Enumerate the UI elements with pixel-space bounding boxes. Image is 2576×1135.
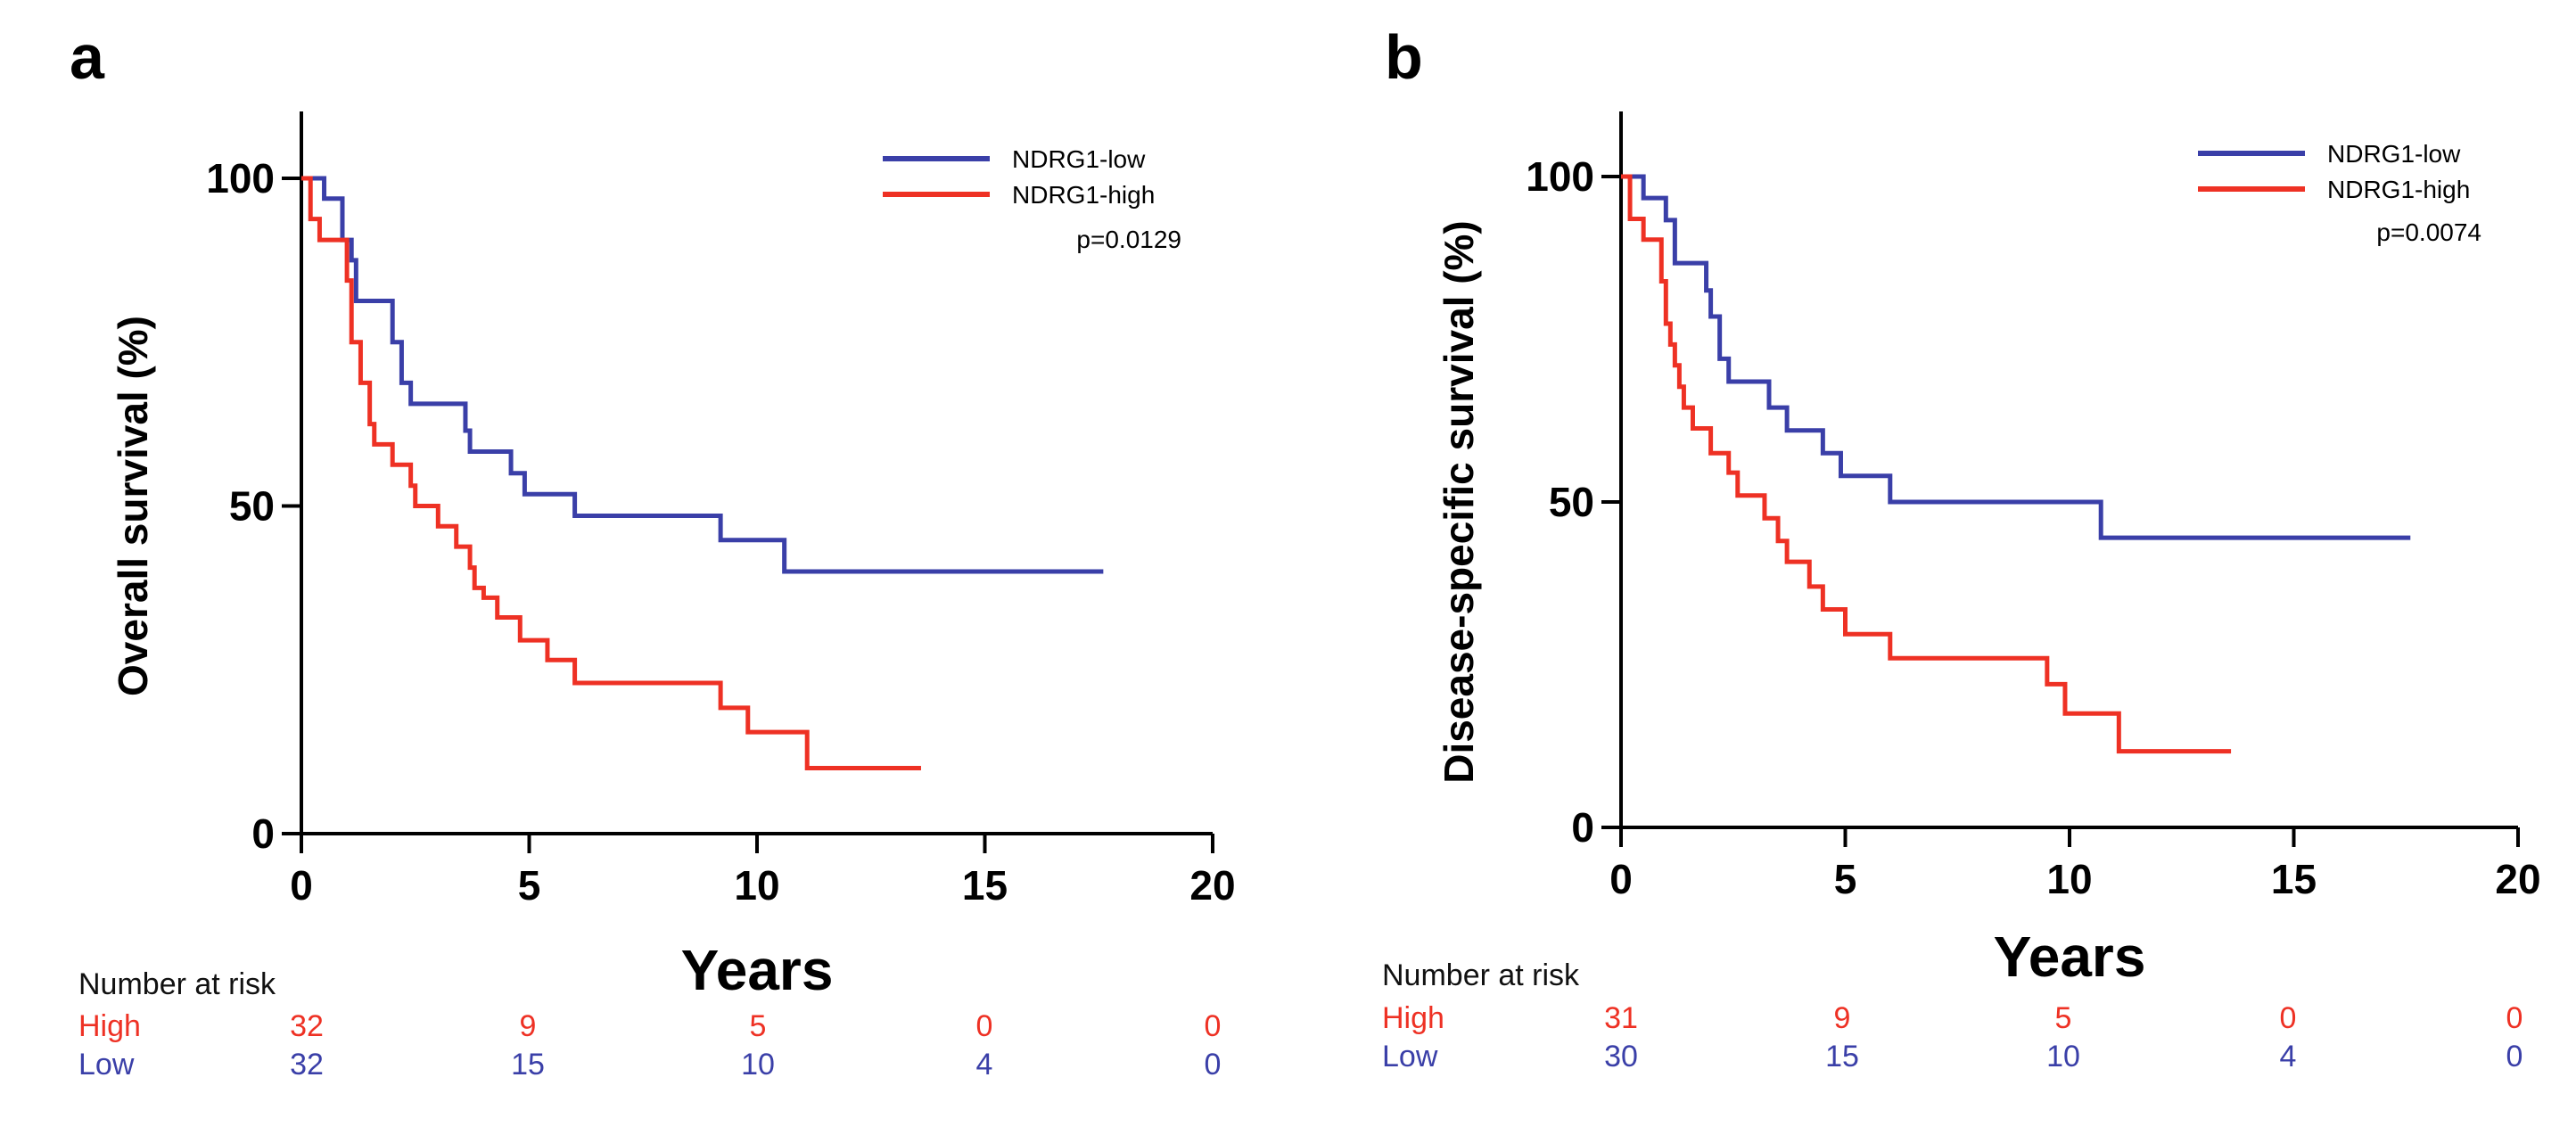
legend-label: NDRG1-high	[2327, 176, 2470, 203]
risk-value: 10	[741, 1048, 775, 1082]
y-tick-label: 0	[1571, 804, 1594, 851]
x-tick-label: 10	[734, 862, 779, 909]
risk-value: 5	[2055, 1001, 2072, 1035]
x-axis-label: Years	[681, 938, 834, 1002]
risk-value: 0	[976, 1009, 993, 1043]
risk-row-label: High	[78, 1009, 141, 1043]
x-tick-label: 5	[1834, 856, 1857, 902]
risk-value: 9	[520, 1009, 537, 1043]
x-tick-label: 20	[2495, 856, 2540, 902]
risk-value: 9	[1834, 1001, 1851, 1035]
x-tick-label: 15	[2271, 856, 2317, 902]
risk-table-title: Number at risk	[1382, 958, 1580, 992]
survival-curve-ndrg1-low	[301, 176, 1104, 574]
survival-curve-ndrg1-high	[301, 176, 921, 770]
risk-row-label: High	[1382, 1001, 1444, 1035]
risk-row-label: Low	[1382, 1040, 1438, 1073]
x-tick-label: 0	[1609, 856, 1633, 902]
risk-value: 15	[511, 1048, 545, 1082]
risk-value: 10	[2046, 1040, 2080, 1073]
x-tick-label: 0	[290, 862, 313, 909]
y-tick-label: 100	[206, 155, 275, 202]
risk-value: 32	[290, 1009, 324, 1043]
risk-value: 0	[2506, 1040, 2523, 1073]
x-tick-label: 20	[1189, 862, 1235, 909]
risk-value: 31	[1604, 1001, 1638, 1035]
x-tick-label: 15	[962, 862, 1008, 909]
survival-curve-ndrg1-high	[1621, 174, 2232, 754]
p-value: p=0.0129	[1076, 226, 1181, 253]
y-tick-label: 50	[229, 483, 275, 530]
risk-value: 0	[1205, 1048, 1222, 1082]
risk-value: 0	[1205, 1009, 1222, 1043]
risk-table-title: Number at risk	[78, 967, 276, 1001]
p-value: p=0.0074	[2376, 218, 2481, 246]
risk-value: 0	[2506, 1001, 2523, 1035]
legend-label: NDRG1-low	[1012, 145, 1146, 173]
panel-letter: a	[70, 22, 105, 92]
risk-value: 0	[2280, 1001, 2297, 1035]
x-axis-label: Years	[1994, 925, 2146, 989]
panel-letter: b	[1385, 22, 1423, 92]
risk-row-label: Low	[78, 1048, 135, 1082]
y-axis-label: Overall survival (%)	[110, 316, 156, 696]
risk-value: 32	[290, 1048, 324, 1082]
risk-value: 5	[750, 1009, 767, 1043]
risk-value: 4	[976, 1048, 993, 1082]
y-tick-label: 0	[251, 810, 275, 857]
risk-value: 15	[1825, 1040, 1859, 1073]
survival-curve-ndrg1-low	[1621, 174, 2411, 540]
y-axis-label: Disease-specific survival (%)	[1436, 220, 1482, 784]
risk-value: 30	[1604, 1040, 1638, 1073]
y-tick-label: 50	[1549, 479, 1594, 525]
x-tick-label: 10	[2046, 856, 2092, 902]
x-tick-label: 5	[518, 862, 541, 909]
y-tick-label: 100	[1526, 153, 1594, 200]
risk-value: 4	[2280, 1040, 2297, 1073]
legend-label: NDRG1-low	[2327, 140, 2461, 168]
legend-label: NDRG1-high	[1012, 181, 1155, 209]
